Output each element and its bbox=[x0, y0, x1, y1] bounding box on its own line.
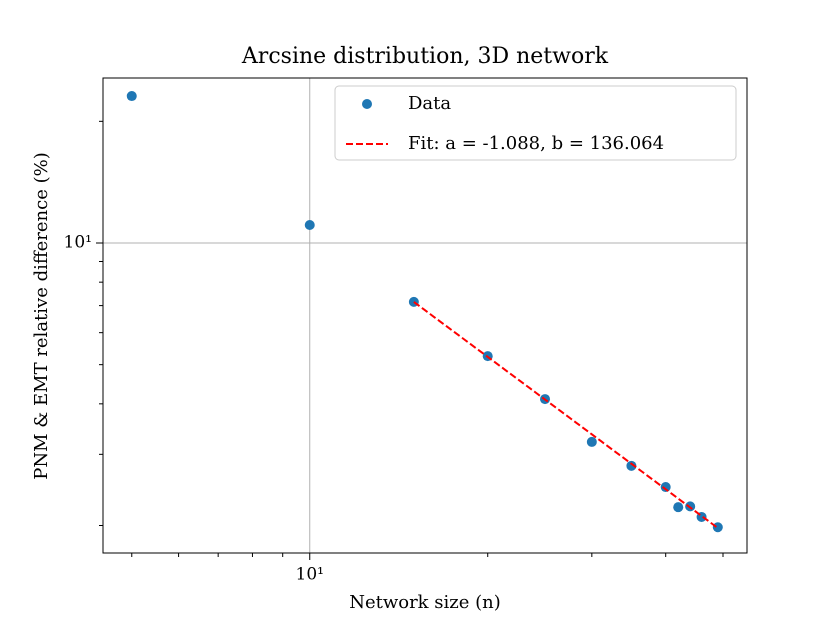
data-point bbox=[660, 482, 671, 493]
legend-marker bbox=[362, 99, 372, 109]
legend-label: Data bbox=[408, 93, 451, 114]
data-point bbox=[586, 436, 597, 447]
x-axis-label: Network size (n) bbox=[349, 592, 501, 613]
data-point bbox=[304, 219, 315, 230]
fit-line bbox=[413, 301, 719, 529]
plot-frame bbox=[102, 77, 748, 554]
data-point bbox=[626, 460, 637, 471]
chart-title: Arcsine distribution, 3D network bbox=[241, 44, 609, 69]
legend-box bbox=[334, 85, 737, 161]
legend-label: Fit: a = -1.088, b = 136.064 bbox=[408, 133, 664, 154]
data-point bbox=[126, 91, 137, 102]
plot-layer bbox=[103, 78, 747, 553]
data-point bbox=[673, 502, 684, 513]
y-axis-label: PNM & EMT relative difference (%) bbox=[31, 152, 52, 480]
data-point bbox=[712, 522, 723, 533]
y-tick-label: 10¹ bbox=[64, 232, 92, 252]
x-tick-label: 10¹ bbox=[296, 565, 324, 585]
